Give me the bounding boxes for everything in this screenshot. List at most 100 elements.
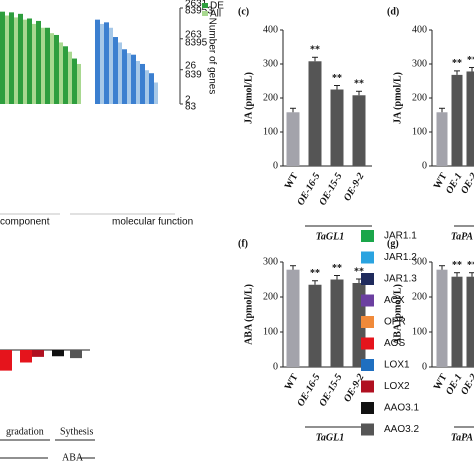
bar (41, 27, 45, 105)
y-tick-label: 100 (412, 326, 427, 337)
x-tick-label: WT (283, 171, 301, 191)
legend-swatch (361, 251, 374, 264)
x-tick-label: OE-9-2 (342, 171, 367, 203)
significance: ** (354, 79, 364, 90)
group-label: Sythesis (60, 426, 93, 437)
bar (23, 19, 27, 104)
legend-swatch (361, 273, 374, 285)
bar (352, 95, 366, 166)
bar (100, 23, 104, 105)
legend-swatch (361, 402, 374, 414)
bar (5, 15, 9, 105)
legend-label: AOS (384, 338, 405, 349)
bar (0, 11, 5, 104)
bar (149, 73, 154, 104)
legend-swatch (361, 380, 374, 393)
significance: ** (452, 58, 462, 69)
y-tick-label: 300 (263, 256, 278, 267)
bar (118, 42, 122, 104)
bar (131, 54, 136, 104)
significance: ** (332, 263, 342, 274)
legend-label: All (210, 9, 221, 20)
bar (36, 20, 41, 104)
bar (59, 42, 63, 104)
y-axis-title: JA (pmol/L) (392, 72, 403, 124)
y-tick-label: 2 (185, 95, 191, 106)
bar (50, 33, 54, 105)
panel-label: (c) (238, 6, 249, 17)
bar (70, 350, 82, 359)
significance: ** (467, 55, 474, 66)
bar (52, 350, 64, 357)
legend-label: OPR (384, 317, 406, 328)
legend-swatch (361, 337, 374, 350)
significance: ** (467, 260, 474, 271)
y-tick-label: 100 (263, 326, 278, 337)
y2-tick-label: 83953 (185, 6, 213, 17)
legend-label: JAR1.3 (384, 274, 417, 285)
bar (32, 350, 44, 357)
y-axis-title: ABA (pmol/L) (243, 284, 254, 345)
bar (20, 350, 32, 363)
bar (466, 276, 474, 367)
bar (436, 112, 448, 166)
legend-swatch (361, 316, 374, 328)
bar (27, 18, 32, 104)
bar (127, 53, 131, 104)
y-tick-label: 100 (263, 126, 278, 137)
significance: ** (354, 266, 364, 277)
group-label: TaGL1 (316, 231, 345, 242)
bar (95, 19, 100, 104)
bar (136, 60, 140, 104)
y-tick-label: 0 (422, 361, 427, 372)
bar (9, 12, 14, 105)
panel-label: (d) (387, 6, 399, 17)
significance: ** (332, 73, 342, 84)
bar (32, 23, 36, 105)
y-tick-label: 263 (185, 29, 202, 40)
bar (330, 279, 344, 367)
significance: ** (310, 45, 320, 56)
bar (18, 13, 23, 104)
y-axis-title: ABA (pmol/L) (392, 284, 403, 345)
legend-swatch (202, 11, 208, 16)
bar (286, 269, 300, 367)
group-label: TaGL1 (316, 432, 345, 443)
y-tick-label: 26 (185, 60, 197, 71)
bar (451, 74, 463, 166)
legend-swatch (361, 359, 374, 371)
y-tick-label: 400 (412, 24, 427, 35)
bar (330, 89, 344, 166)
bar (113, 37, 118, 104)
bar (308, 61, 322, 166)
bar (68, 51, 72, 104)
bar (63, 46, 68, 104)
y-tick-label: 400 (263, 24, 278, 35)
bar (77, 63, 81, 104)
y-tick-label: 100 (412, 126, 427, 137)
bar (466, 71, 474, 166)
legend-label: JAR1.1 (384, 231, 417, 242)
legend-label: LOX1 (384, 360, 410, 371)
bar (140, 63, 145, 104)
y2-tick-label: 839 (185, 70, 202, 81)
y-tick-label: 200 (412, 92, 427, 103)
group-label: gradation (6, 426, 44, 437)
y-tick-label: 200 (263, 291, 278, 302)
y-axis-title: Number of genes (206, 18, 217, 95)
bar (308, 284, 322, 367)
bar (14, 17, 18, 104)
y-tick-label: 300 (412, 58, 427, 69)
bar (451, 276, 463, 367)
bar (72, 58, 77, 104)
y2-tick-label: 83 (185, 102, 197, 113)
bar (145, 70, 149, 104)
y-tick-label: 0 (273, 160, 278, 171)
panel-label: (f) (238, 238, 248, 249)
legend-label: DE (210, 1, 224, 12)
group-label: ABA (62, 452, 84, 463)
legend-swatch (361, 294, 374, 307)
bar (154, 82, 158, 104)
legend-label: AAO3.1 (384, 403, 419, 414)
legend-swatch (202, 3, 208, 8)
